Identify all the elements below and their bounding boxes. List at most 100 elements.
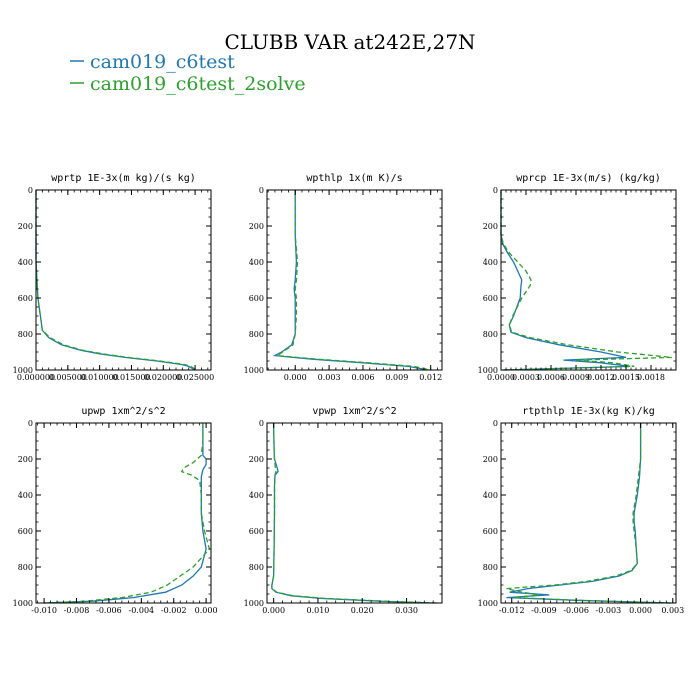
panel-4-xtick-label: 0.000 xyxy=(195,606,218,615)
panel-5-ytick-label: 200 xyxy=(249,455,264,464)
panel-6-frame xyxy=(500,422,677,604)
panel-1-ytick-label: 1000 xyxy=(13,366,33,375)
panel-6-series-cam019-c6test xyxy=(506,423,671,604)
panel-2-xtick-label: 0.003 xyxy=(318,373,341,382)
panel-3-xtick-label: 0.0012 xyxy=(587,373,615,382)
panel-1-ytick-label: 0 xyxy=(28,186,33,195)
panel-2-xtick-label: 0.000 xyxy=(284,373,307,382)
panel-5-xtick-label: 0.010 xyxy=(306,606,329,615)
panel-4-xtick-label: -0.004 xyxy=(129,606,155,615)
panel-1-ytick-label: 200 xyxy=(18,222,33,231)
panel-1-xtick-label: 0.020000 xyxy=(144,373,182,382)
panel-6-xtick-label: 0.000 xyxy=(629,606,652,615)
panel-1-ytick-label: 400 xyxy=(18,258,33,267)
panel-2-xtick-label: 0.009 xyxy=(385,373,408,382)
panel-2-ytick-label: 200 xyxy=(249,222,264,231)
panel-5-series-cam019-c6test-2solve xyxy=(271,422,438,604)
panel-4-ytick-label: 600 xyxy=(18,527,33,536)
panel-2-ytick-label: 400 xyxy=(249,258,264,267)
panel-3-series-cam019-c6test xyxy=(500,190,631,371)
panel-6-ytick-label: 400 xyxy=(483,491,498,500)
panel-6-ytick-label: 1000 xyxy=(478,599,498,608)
panel-4-title: upwp 1xm^2/s^2 xyxy=(81,406,165,417)
panel-3-xtick-label: 0.0006 xyxy=(537,373,565,382)
panel-5-title: vpwp 1xm^2/s^2 xyxy=(312,406,396,417)
panel-5-frame xyxy=(266,422,443,604)
panel-6: rtpthlp 1E-3x(kg K)/kg -0.012 -0.009 -0.006… xyxy=(478,406,685,615)
panel-3-ytick-label: 1000 xyxy=(478,366,498,375)
panel-4-xtick-label: -0.006 xyxy=(96,606,122,615)
panel-3-ytick-label: 800 xyxy=(483,330,498,339)
panel-5: vpwp 1xm^2/s^2 0.000 0.010 0.020 0.030 0 200 40… xyxy=(244,406,443,615)
panel-6-series-cam019-c6test-2solve xyxy=(506,423,671,604)
panel-2: wpthlp 1x(m K)/s 0.000 0.003 0.006 0.009 0.01… xyxy=(244,173,443,382)
legend-label-cam019-c6test-2solve: cam019_c6test_2solve xyxy=(90,73,306,95)
panel-6-ytick-label: 600 xyxy=(483,527,498,536)
panel-6-ytick-label: 0 xyxy=(493,419,498,428)
panel-6-xtick-label: 0.003 xyxy=(661,606,684,615)
panel-5-ytick-label: 0 xyxy=(259,419,264,428)
panel-4-ytick-label: 200 xyxy=(18,455,33,464)
panel-5-xtick-label: 0.030 xyxy=(395,606,418,615)
panel-4-ytick-label: 800 xyxy=(18,563,33,572)
panel-5-xtick-label: 0.020 xyxy=(351,606,374,615)
panel-2-xtick-label: 0.012 xyxy=(419,373,442,382)
panel-4-frame xyxy=(35,422,212,604)
legend-label-cam019-c6test: cam019_c6test xyxy=(90,51,235,73)
panel-grid: wprtp 1E-3x(m kg)/(s kg)0.0000000.005000… xyxy=(13,173,685,615)
panel-2-series-cam019-c6test xyxy=(272,190,429,371)
legend: cam019_c6test cam019_c6test_2solve xyxy=(70,51,306,95)
panel-2-xtick-label: 0.006 xyxy=(352,373,375,382)
panel-4-series-cam019-c6test-2solve xyxy=(44,423,211,604)
panel-2-ytick-label: 1000 xyxy=(244,366,264,375)
panel-6-xtick-label: -0.012 xyxy=(499,606,525,615)
panel-5-ytick-label: 800 xyxy=(249,563,264,572)
panel-2-ytick-label: 0 xyxy=(259,186,264,195)
panel-2-ytick-label: 600 xyxy=(249,294,264,303)
panel-2-series-cam019-c6test-2solve xyxy=(275,190,431,371)
panel-3-xtick-label: 0.0015 xyxy=(612,373,640,382)
panel-1: wprtp 1E-3x(m kg)/(s kg) 0.0000000.005000… xyxy=(13,173,215,382)
panel-3-ytick-label: 600 xyxy=(483,294,498,303)
panel-1-ytick-label: 800 xyxy=(18,330,33,339)
panel-1-frame xyxy=(35,189,212,371)
panel-6-xtick-label: -0.009 xyxy=(531,606,557,615)
panel-3-ytick-label: 0 xyxy=(493,186,498,195)
panel-2-ytick-label: 800 xyxy=(249,330,264,339)
panel-5-ytick-label: 1000 xyxy=(244,599,264,608)
panel-3-ytick-label: 200 xyxy=(483,222,498,231)
panel-6-ytick-label: 200 xyxy=(483,455,498,464)
panel-1-ytick-label: 600 xyxy=(18,294,33,303)
panel-4-xtick-label: -0.008 xyxy=(64,606,90,615)
panel-1-xtick-label: 0.000000 xyxy=(17,373,55,382)
panel-4-ytick-label: 1000 xyxy=(13,599,33,608)
panel-6-title: rtpthlp 1E-3x(kg K)/kg xyxy=(522,406,654,417)
panel-1-xtick-label: 0.005000 xyxy=(49,373,87,382)
panel-5-series-cam019-c6test xyxy=(271,422,434,604)
panel-4-xtick-label: -0.002 xyxy=(161,606,187,615)
panel-5-xtick-label: 0.000 xyxy=(262,606,285,615)
panel-6-xtick-label: -0.003 xyxy=(596,606,622,615)
panel-3-xtick-label: 0.0000 xyxy=(487,373,515,382)
panel-3-ytick-label: 400 xyxy=(483,258,498,267)
panel-3-frame xyxy=(500,189,677,371)
panel-1-xtick-label: 0.025000 xyxy=(176,373,214,382)
panel-5-ytick-label: 600 xyxy=(249,527,264,536)
panel-4-xtick-label: -0.010 xyxy=(31,606,57,615)
panel-4-series-cam019-c6test xyxy=(44,423,207,604)
panel-3-xtick-label: 0.0009 xyxy=(562,373,590,382)
panel-4-ytick-label: 400 xyxy=(18,491,33,500)
panel-5-ytick-label: 400 xyxy=(249,491,264,500)
panel-3-series-cam019-c6test-2solve xyxy=(500,190,672,371)
panel-6-xtick-label: -0.006 xyxy=(563,606,589,615)
panel-2-title: wpthlp 1x(m K)/s xyxy=(306,173,402,184)
panel-3: wprcp 1E-3x(m/s) (kg/kg)0.00000.00030.00… xyxy=(478,173,677,382)
panel-1-xtick-label: 0.015000 xyxy=(112,373,150,382)
panel-1-series-cam019-c6test-2solve xyxy=(35,190,196,371)
figure-title: CLUBB VAR at242E,27N xyxy=(224,30,475,54)
panel-6-ytick-label: 800 xyxy=(483,563,498,572)
panel-3-title: wprcp 1E-3x(m/s) (kg/kg) xyxy=(516,173,661,184)
panel-3-xtick-label: 0.0003 xyxy=(512,373,540,382)
panel-4: upwp 1xm^2/s^2 -0.010 -0.008 -0.006 -0.004 -0… xyxy=(13,406,218,615)
